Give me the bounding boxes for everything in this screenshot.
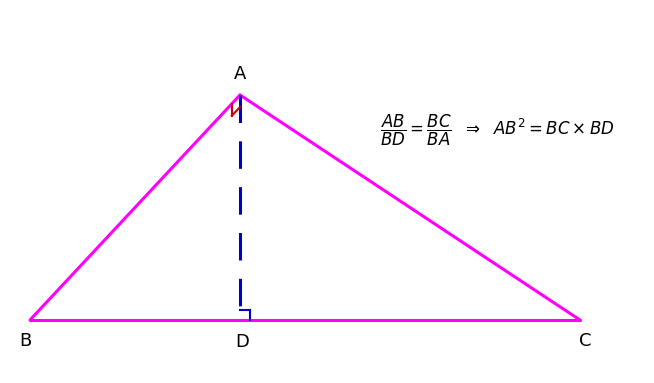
Text: A: A — [234, 65, 246, 83]
Text: B: B — [19, 332, 31, 350]
Text: D: D — [235, 333, 249, 351]
Text: C: C — [579, 332, 591, 350]
Text: $\dfrac{AB}{BD} = \dfrac{BC}{BA}$  $\Rightarrow$  $AB^2 = BC \times BD$: $\dfrac{AB}{BD} = \dfrac{BC}{BA}$ $\Righ… — [380, 112, 615, 147]
